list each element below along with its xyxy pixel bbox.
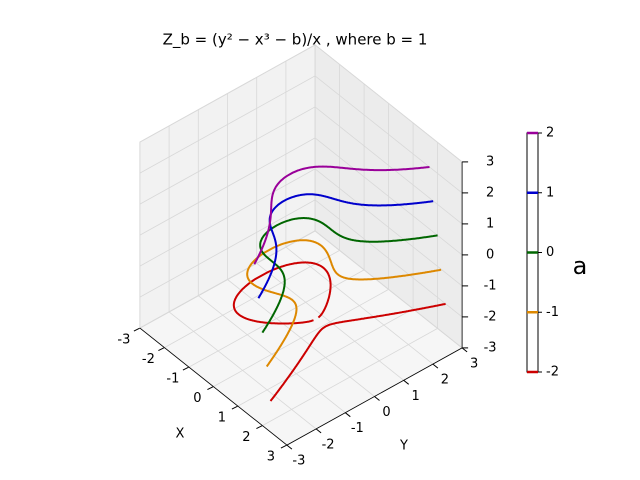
z-tick-label: 2 (486, 185, 494, 200)
grid-line (314, 106, 463, 225)
grid-line (314, 75, 463, 194)
grid-line (314, 168, 463, 287)
grid-line (314, 199, 463, 318)
tick-mark (344, 412, 351, 418)
tick-mark (280, 444, 288, 449)
y-tick-label: 3 (470, 356, 478, 371)
colorbar-tick-label: 0 (546, 245, 554, 260)
grid-line (256, 262, 404, 381)
contour-line (257, 193, 434, 299)
colorbar-tick-label: 1 (546, 185, 554, 200)
grid-line (227, 279, 375, 397)
z-tick-label: -1 (484, 278, 497, 293)
grid-line (139, 137, 316, 236)
contour-line (253, 165, 430, 265)
x-tick-label: 3 (267, 450, 275, 465)
tick-mark (207, 386, 214, 391)
grid-line (314, 44, 463, 163)
axis-line (139, 327, 288, 446)
tick-mark (158, 347, 165, 352)
grid-line (168, 311, 317, 430)
y-tick-label: 1 (412, 389, 420, 404)
grid-line (198, 295, 346, 414)
x-axis-label: X (176, 427, 185, 442)
y-tick-label: 2 (441, 373, 449, 388)
grid-line (314, 230, 463, 349)
colorbar-label: a (573, 252, 588, 280)
tick-mark (231, 405, 239, 410)
chart-title: Z_b = (y² − x³ − b)/x , where b = 1 (163, 31, 428, 50)
z-tick-label: 3 (486, 154, 494, 169)
tick-mark (432, 363, 439, 369)
y-tick-label: 0 (382, 405, 390, 420)
tick-mark (286, 444, 293, 450)
z-tick-label: 0 (486, 247, 494, 262)
grid-line (139, 75, 316, 174)
grid-line (139, 168, 316, 267)
y-tick-label: -1 (351, 421, 364, 436)
x-tick-label: -1 (166, 372, 179, 387)
colorbar-tick-label: -2 (546, 365, 559, 380)
x-tick-label: -3 (117, 333, 130, 348)
tick-mark (256, 425, 263, 430)
tick-mark (315, 428, 322, 434)
grid-line (139, 44, 316, 143)
x-tick-label: 0 (193, 391, 201, 406)
x-tick-label: 2 (242, 430, 250, 445)
contour-line (246, 239, 442, 368)
grid-line (139, 199, 316, 298)
contour-line (269, 302, 446, 402)
y-tick-label: -2 (322, 437, 335, 452)
z-tick-label: 1 (486, 216, 494, 231)
colorbar-tick-label: -1 (546, 305, 559, 320)
tick-mark (374, 396, 380, 401)
grid-line (285, 246, 434, 365)
x-tick-label: 1 (218, 411, 226, 426)
z-tick-label: -2 (484, 309, 497, 324)
tick-mark (403, 379, 410, 385)
grid-line (139, 230, 316, 329)
axis-line (286, 347, 463, 446)
y-axis-label: Y (399, 439, 408, 454)
grid-line (139, 106, 316, 205)
x-tick-label: -2 (142, 352, 155, 367)
tick-mark (182, 366, 190, 371)
tick-mark (133, 327, 141, 332)
colorbar-tick-label: 2 (546, 126, 554, 141)
tick-mark (461, 347, 468, 353)
z-tick-label: -3 (484, 340, 497, 355)
y-tick-label: -3 (292, 454, 305, 469)
contour-line (232, 261, 332, 325)
contour-line (259, 217, 438, 334)
